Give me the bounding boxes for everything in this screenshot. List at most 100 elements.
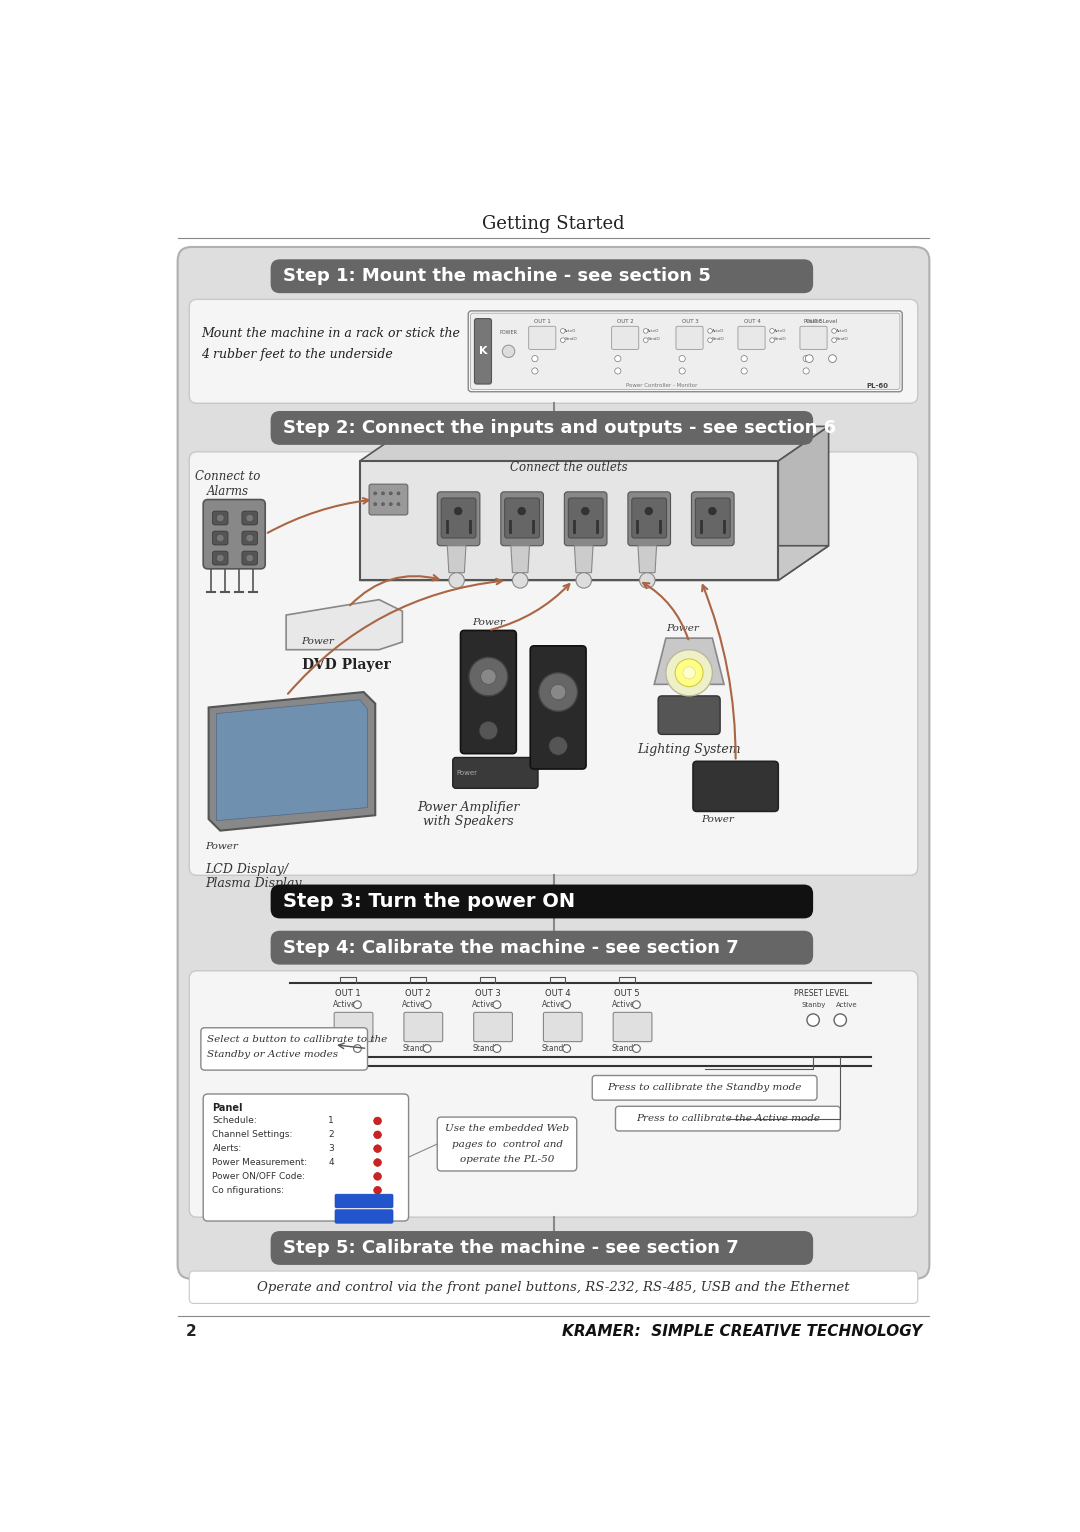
Text: pages to  control and: pages to control and (451, 1140, 563, 1149)
Text: Schedule:: Schedule: (213, 1117, 257, 1126)
FancyBboxPatch shape (529, 326, 556, 349)
Polygon shape (208, 692, 375, 830)
FancyBboxPatch shape (437, 1117, 577, 1170)
Circle shape (494, 1045, 501, 1052)
Circle shape (480, 722, 498, 740)
Text: Alerts:: Alerts: (213, 1144, 242, 1154)
FancyBboxPatch shape (530, 647, 586, 769)
FancyBboxPatch shape (189, 971, 918, 1218)
FancyBboxPatch shape (189, 299, 918, 403)
Circle shape (353, 1045, 362, 1052)
Text: 4 rubber feet to the underside: 4 rubber feet to the underside (201, 348, 393, 362)
FancyBboxPatch shape (474, 1013, 512, 1042)
Circle shape (374, 1131, 381, 1138)
Circle shape (449, 573, 464, 588)
Circle shape (615, 368, 621, 374)
Circle shape (502, 345, 515, 357)
FancyBboxPatch shape (213, 512, 228, 525)
Text: OUT 4: OUT 4 (743, 319, 760, 325)
Polygon shape (779, 426, 828, 581)
Polygon shape (360, 545, 828, 581)
Circle shape (828, 355, 836, 363)
Circle shape (633, 1045, 640, 1052)
Circle shape (539, 673, 578, 711)
Text: Standb: Standb (472, 1043, 499, 1052)
FancyBboxPatch shape (504, 498, 540, 538)
Polygon shape (654, 639, 724, 685)
Text: ActvO: ActvO (773, 329, 786, 332)
Circle shape (645, 507, 652, 515)
Text: Standb: Standb (542, 1043, 569, 1052)
FancyBboxPatch shape (592, 1075, 816, 1100)
Polygon shape (575, 545, 593, 573)
Circle shape (770, 339, 774, 343)
Text: Power Amplifier: Power Amplifier (417, 801, 519, 813)
FancyBboxPatch shape (658, 696, 720, 734)
Circle shape (581, 507, 590, 515)
FancyBboxPatch shape (441, 498, 476, 538)
Text: Step 1: Mount the machine - see section 5: Step 1: Mount the machine - see section … (283, 267, 711, 285)
FancyBboxPatch shape (201, 1028, 367, 1071)
Circle shape (806, 355, 813, 363)
Circle shape (549, 737, 567, 755)
Text: Standb: Standb (333, 1043, 360, 1052)
FancyBboxPatch shape (691, 492, 734, 545)
Text: OUT 5: OUT 5 (806, 319, 822, 325)
Circle shape (423, 1000, 431, 1008)
FancyBboxPatch shape (334, 1013, 373, 1042)
FancyBboxPatch shape (627, 492, 671, 545)
Circle shape (517, 507, 526, 515)
Text: Power Measurement:: Power Measurement: (213, 1158, 308, 1167)
Text: Plasma Display: Plasma Display (205, 876, 301, 890)
FancyBboxPatch shape (335, 1193, 393, 1207)
Circle shape (807, 1014, 820, 1026)
Text: Standb: Standb (611, 1043, 639, 1052)
Circle shape (644, 328, 648, 334)
Polygon shape (360, 426, 828, 461)
FancyBboxPatch shape (469, 311, 902, 392)
Circle shape (374, 502, 377, 506)
FancyBboxPatch shape (271, 1232, 813, 1265)
Circle shape (804, 368, 809, 374)
Circle shape (741, 355, 747, 362)
Circle shape (374, 1172, 381, 1180)
Text: Active: Active (472, 1000, 496, 1010)
Text: OUT 3: OUT 3 (681, 319, 699, 325)
FancyBboxPatch shape (616, 1106, 840, 1131)
Text: Step 2: Connect the inputs and outputs - see section 6: Step 2: Connect the inputs and outputs -… (283, 418, 836, 437)
Circle shape (633, 1000, 640, 1008)
FancyBboxPatch shape (271, 931, 813, 965)
Text: OUT 3: OUT 3 (475, 990, 500, 999)
Circle shape (397, 492, 400, 495)
Text: Lighting System: Lighting System (637, 743, 741, 757)
Text: Co nfigurations:: Co nfigurations: (213, 1186, 284, 1195)
FancyBboxPatch shape (242, 512, 257, 525)
Circle shape (561, 339, 565, 343)
FancyBboxPatch shape (271, 259, 813, 293)
Text: POWER: POWER (500, 329, 517, 336)
Text: with Speakers: with Speakers (423, 815, 514, 827)
FancyBboxPatch shape (501, 492, 543, 545)
Circle shape (531, 355, 538, 362)
Circle shape (707, 339, 713, 343)
FancyBboxPatch shape (543, 1013, 582, 1042)
Text: StndO: StndO (712, 337, 725, 340)
FancyBboxPatch shape (404, 1013, 443, 1042)
Circle shape (834, 1014, 847, 1026)
FancyBboxPatch shape (335, 1209, 393, 1224)
Text: Step 3: Turn the power ON: Step 3: Turn the power ON (283, 892, 576, 912)
Circle shape (707, 328, 713, 334)
Text: Power: Power (666, 625, 699, 633)
FancyBboxPatch shape (189, 1272, 918, 1304)
Text: operate the PL-50: operate the PL-50 (460, 1155, 554, 1164)
FancyBboxPatch shape (203, 1094, 408, 1221)
Circle shape (551, 685, 566, 700)
FancyBboxPatch shape (189, 452, 918, 875)
Text: Active: Active (333, 1000, 356, 1010)
Text: Power: Power (205, 841, 238, 850)
FancyBboxPatch shape (242, 552, 257, 565)
Circle shape (644, 339, 648, 343)
Circle shape (381, 502, 384, 506)
Circle shape (561, 328, 565, 334)
FancyBboxPatch shape (437, 492, 480, 545)
